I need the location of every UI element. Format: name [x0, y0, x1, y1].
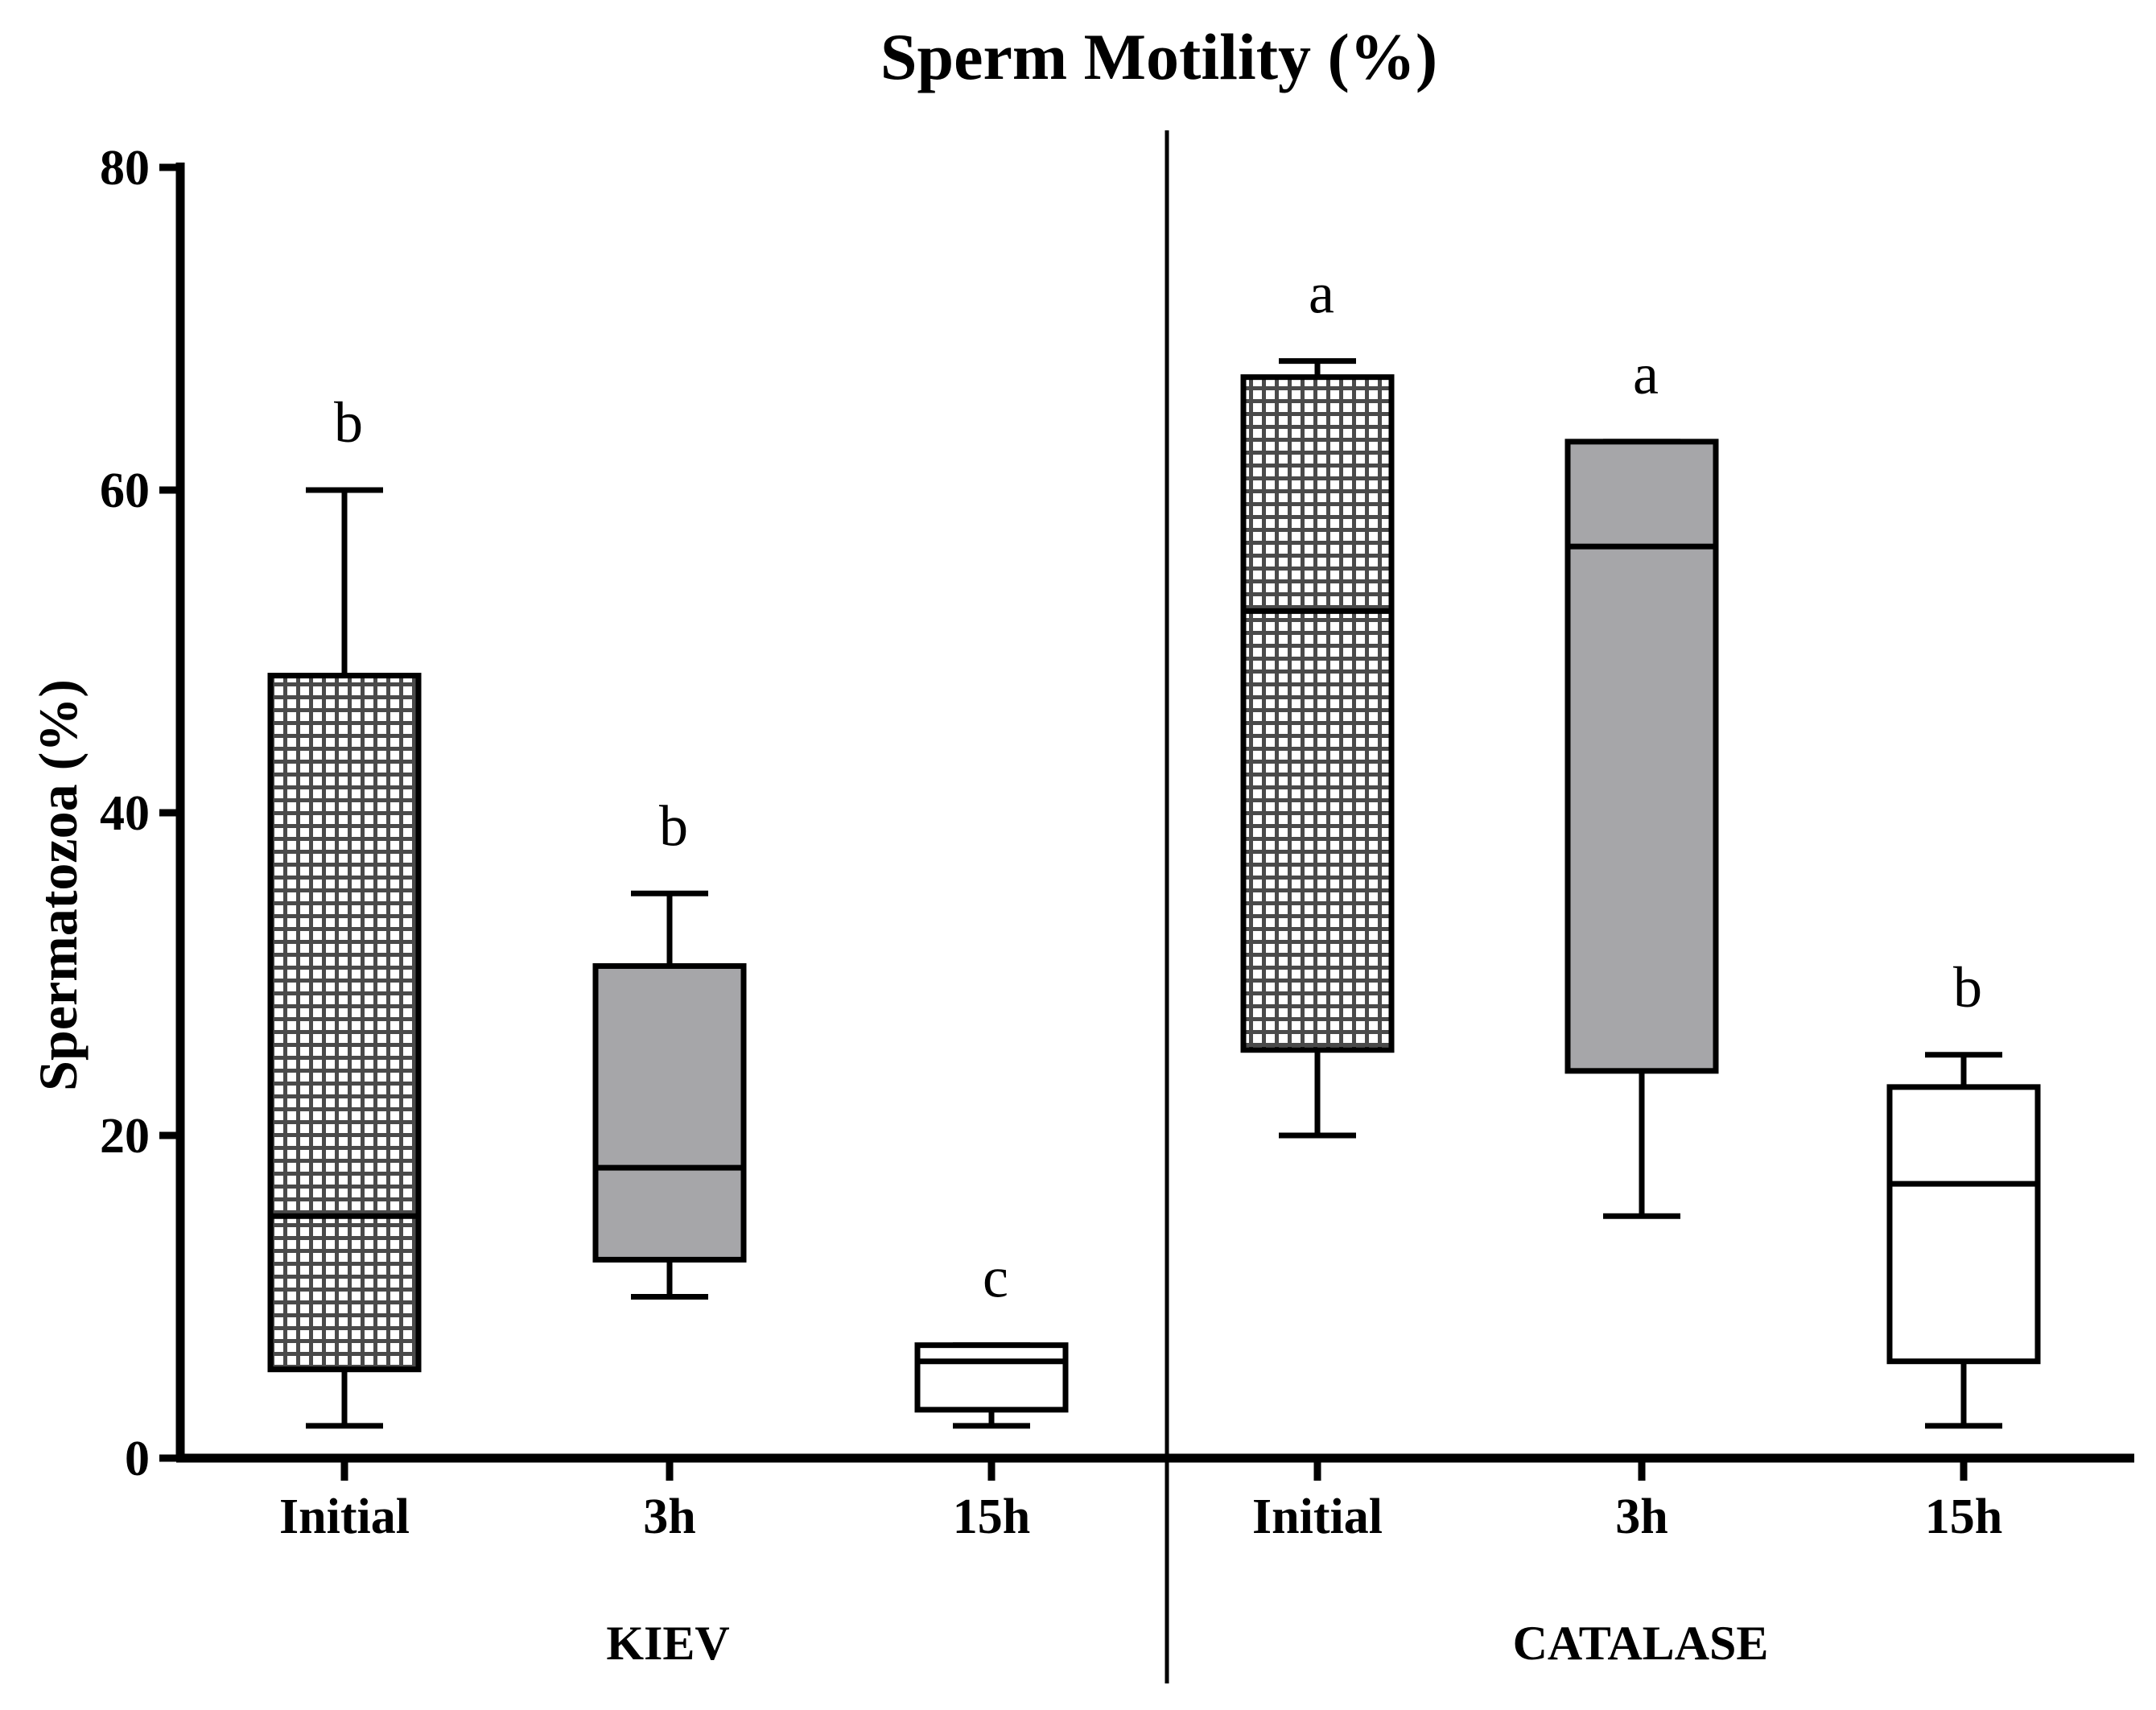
box-iqr — [592, 962, 747, 1263]
chart-title: Sperm Motility (%) — [880, 20, 1437, 93]
significance-letter: a — [1309, 262, 1334, 326]
group-label: CATALASE — [1513, 1617, 1769, 1670]
y-tick-label: 20 — [100, 1109, 150, 1164]
box-iqr — [1240, 374, 1395, 1053]
box-iqr — [1886, 1084, 2041, 1365]
y-tick-label: 0 — [125, 1432, 150, 1486]
significance-letter: b — [334, 390, 363, 455]
y-axis-label: Spermatozoa (%) — [27, 679, 89, 1091]
significance-letter: b — [1953, 955, 1982, 1020]
significance-letter: c — [983, 1246, 1008, 1310]
plot-area: 0 20 40 60 80 KIEV Initial b 3h b 15h c CATALASE Init… — [100, 130, 2134, 1683]
x-category-label: Initial — [1252, 1490, 1383, 1544]
significance-letter: b — [659, 793, 688, 858]
y-tick-label: 60 — [100, 464, 150, 518]
y-tick-label: 80 — [100, 141, 150, 196]
x-category-label: 3h — [643, 1490, 695, 1544]
group-label: KIEV — [606, 1617, 729, 1670]
box-iqr — [1564, 439, 1719, 1074]
box-iqr — [267, 673, 422, 1373]
significance-letter: a — [1633, 342, 1659, 406]
box-iqr — [914, 1342, 1069, 1413]
x-category-label: 3h — [1615, 1490, 1667, 1544]
x-category-label: Initial — [279, 1490, 410, 1544]
y-tick-label: 40 — [100, 786, 150, 841]
x-category-label: 15h — [953, 1490, 1030, 1544]
x-category-label: 15h — [1925, 1490, 2002, 1544]
